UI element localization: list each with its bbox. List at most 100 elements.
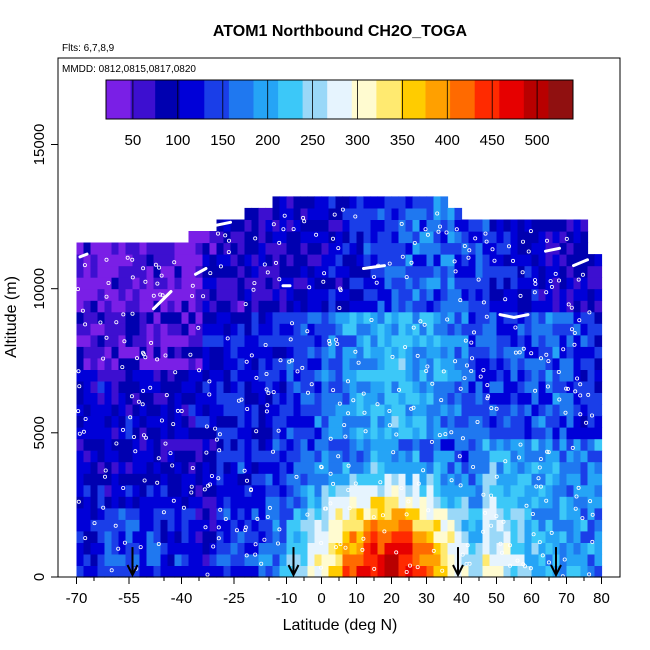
sample-point bbox=[76, 499, 81, 504]
heat-cell bbox=[244, 288, 253, 301]
heat-cell bbox=[594, 427, 603, 440]
heat-cell bbox=[251, 288, 260, 301]
colorbar-swatch bbox=[155, 80, 181, 119]
heat-cell bbox=[517, 565, 526, 578]
heat-cell bbox=[538, 323, 547, 336]
heat-cell bbox=[580, 530, 589, 543]
sample-point bbox=[545, 449, 550, 454]
heat-cell bbox=[398, 357, 407, 370]
heat-cell bbox=[321, 542, 330, 555]
colorbar-swatch bbox=[499, 80, 525, 119]
heat-cell bbox=[83, 369, 92, 382]
heat-cell bbox=[342, 254, 351, 267]
heat-cell bbox=[440, 392, 449, 405]
heat-cell bbox=[118, 484, 127, 497]
heat-cell bbox=[230, 369, 239, 382]
heat-cell bbox=[195, 496, 204, 509]
heat-cell bbox=[398, 484, 407, 497]
heat-cell bbox=[503, 311, 512, 324]
heat-cell bbox=[573, 242, 582, 255]
heat-cell bbox=[573, 219, 582, 232]
heat-cell bbox=[440, 254, 449, 267]
heat-cell bbox=[195, 288, 204, 301]
heat-cell bbox=[258, 392, 267, 405]
heat-cell bbox=[223, 415, 232, 428]
sample-point bbox=[155, 281, 160, 286]
heat-cell bbox=[384, 207, 393, 220]
heat-cell bbox=[265, 427, 274, 440]
sample-point bbox=[143, 435, 148, 440]
heat-cell bbox=[321, 242, 330, 255]
heat-cell bbox=[475, 288, 484, 301]
sample-point bbox=[122, 339, 127, 344]
heat-cell bbox=[370, 392, 379, 405]
heat-cell bbox=[286, 484, 295, 497]
heat-cell bbox=[111, 334, 120, 347]
heat-cell bbox=[118, 242, 127, 255]
heat-cell bbox=[167, 323, 176, 336]
heat-cell bbox=[125, 496, 134, 509]
heat-cell bbox=[328, 207, 337, 220]
heat-cell bbox=[349, 530, 358, 543]
heat-cell bbox=[419, 542, 428, 555]
heat-cell bbox=[349, 519, 358, 532]
heat-cell bbox=[482, 461, 491, 474]
heat-cell bbox=[461, 265, 470, 278]
heat-cell bbox=[321, 311, 330, 324]
heat-cell bbox=[426, 404, 435, 417]
sample-point bbox=[77, 431, 82, 436]
heat-cell bbox=[482, 415, 491, 428]
heat-cell bbox=[251, 265, 260, 278]
heat-cell bbox=[118, 323, 127, 336]
heat-cell bbox=[433, 461, 442, 474]
heat-cell bbox=[132, 242, 141, 255]
heat-cell bbox=[587, 346, 596, 359]
heat-cell bbox=[552, 404, 561, 417]
heat-cell bbox=[475, 484, 484, 497]
heat-cell bbox=[335, 207, 344, 220]
heat-cell bbox=[384, 346, 393, 359]
heat-cell bbox=[482, 265, 491, 278]
heat-cell bbox=[293, 450, 302, 463]
heat-cell bbox=[440, 496, 449, 509]
heat-cell bbox=[370, 357, 379, 370]
heat-cell bbox=[405, 565, 414, 578]
heat-cell bbox=[587, 254, 596, 267]
heat-cell bbox=[377, 219, 386, 232]
heat-cell bbox=[461, 473, 470, 486]
heat-cell bbox=[447, 369, 456, 382]
heat-cell bbox=[398, 404, 407, 417]
heat-cell bbox=[97, 530, 106, 543]
sample-point bbox=[196, 325, 201, 330]
heat-cell bbox=[111, 242, 120, 255]
heat-cell bbox=[573, 277, 582, 290]
heat-cell bbox=[307, 542, 316, 555]
heat-cell bbox=[391, 346, 400, 359]
heat-cell bbox=[538, 507, 547, 520]
heat-cell bbox=[454, 231, 463, 244]
heat-cell bbox=[321, 530, 330, 543]
heat-cell bbox=[188, 380, 197, 393]
heat-cell bbox=[412, 357, 421, 370]
heat-cell bbox=[349, 404, 358, 417]
heat-cell bbox=[398, 530, 407, 543]
heat-cell bbox=[349, 254, 358, 267]
heat-cell bbox=[146, 357, 155, 370]
heat-cell bbox=[356, 553, 365, 566]
heat-cell bbox=[594, 265, 603, 278]
heat-cell bbox=[587, 415, 596, 428]
heat-cell bbox=[468, 392, 477, 405]
sample-point bbox=[485, 383, 490, 388]
heat-cell bbox=[314, 219, 323, 232]
sample-point bbox=[155, 357, 160, 362]
heat-cell bbox=[370, 461, 379, 474]
heat-cell bbox=[328, 450, 337, 463]
heat-cell bbox=[391, 288, 400, 301]
heat-cell bbox=[321, 427, 330, 440]
heat-cell bbox=[594, 323, 603, 336]
heat-cell bbox=[202, 438, 211, 451]
heat-cell bbox=[209, 404, 218, 417]
sample-point bbox=[429, 439, 434, 444]
sample-point bbox=[394, 432, 399, 437]
colorbar-swatch bbox=[400, 80, 426, 119]
